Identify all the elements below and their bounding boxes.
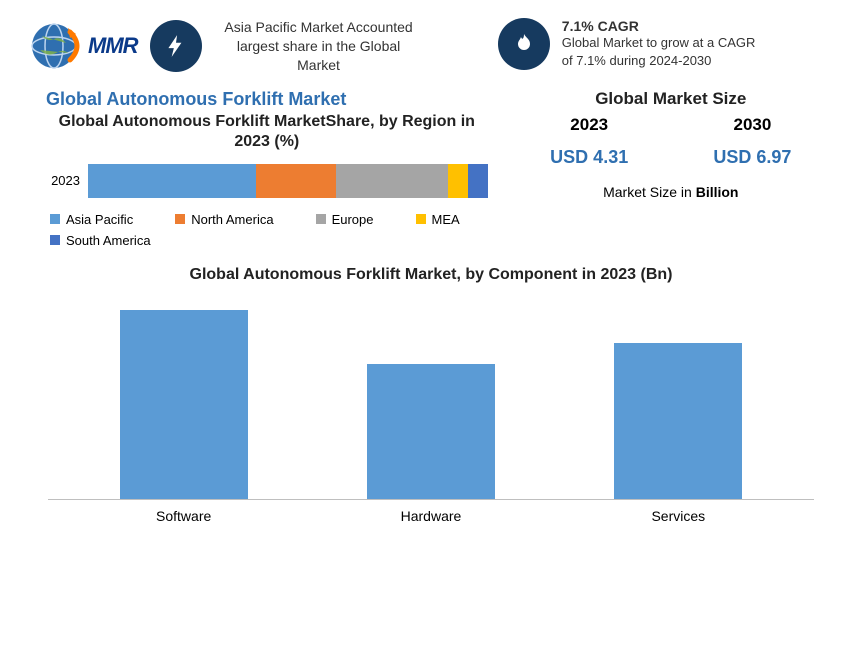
component-bar-labels: Software Hardware Services [48, 500, 814, 524]
component-chart-title: Global Autonomous Forklift Market, by Co… [48, 266, 814, 284]
header-row: MMR Asia Pacific Market Accounted larges… [0, 0, 862, 83]
stacked-seg-north-america [256, 164, 336, 198]
region-legend: Asia Pacific North America Europe MEA South … [50, 212, 488, 248]
legend-label: South America [66, 233, 151, 248]
market-size-caption-prefix: Market Size in [603, 184, 696, 200]
legend-label: Europe [332, 212, 374, 227]
legend-item-south-america: South America [50, 233, 151, 248]
component-bar-chart [48, 300, 814, 500]
bar-col-services [574, 343, 782, 499]
legend-item-north-america: North America [175, 212, 273, 227]
legend-swatch [50, 235, 60, 245]
region-chart-block: Global Autonomous Forklift Market Global… [46, 89, 488, 248]
market-size-caption: Market Size in Billion [508, 184, 834, 200]
component-chart-block: Global Autonomous Forklift Market, by Co… [0, 248, 862, 524]
legend-item-asia-pacific: Asia Pacific [50, 212, 133, 227]
stacked-seg-europe [336, 164, 448, 198]
bar-label-hardware: Hardware [327, 508, 535, 524]
market-size-year-b: 2030 [733, 115, 771, 135]
globe-icon [28, 18, 84, 74]
market-size-value-a: USD 4.31 [550, 147, 628, 168]
bar-label-services: Services [574, 508, 782, 524]
region-chart-super-title: Global Autonomous Forklift Market [46, 89, 488, 110]
legend-item-europe: Europe [316, 212, 374, 227]
flame-icon [498, 18, 550, 70]
bar-col-hardware [327, 364, 535, 498]
market-size-block: Global Market Size 2023 2030 USD 4.31 US… [508, 89, 834, 248]
bolt-icon [150, 20, 202, 72]
bar-hardware [367, 364, 495, 498]
bar-services [614, 343, 742, 499]
legend-item-mea: MEA [416, 212, 460, 227]
cagr-body: Global Market to grow at a CAGR of 7.1% … [562, 34, 762, 69]
market-size-caption-bold: Billion [696, 184, 739, 200]
mid-row: Global Autonomous Forklift Market Global… [0, 83, 862, 248]
legend-label: MEA [432, 212, 460, 227]
stacked-seg-asia-pacific [88, 164, 256, 198]
callout-asia-pacific: Asia Pacific Market Accounted largest sh… [150, 18, 486, 75]
region-chart-title: Global Autonomous Forklift MarketShare, … [46, 112, 488, 152]
brand-logo: MMR [28, 18, 138, 74]
stacked-bar-year: 2023 [46, 173, 80, 188]
market-size-value-b: USD 6.97 [713, 147, 791, 168]
market-size-year-a: 2023 [570, 115, 608, 135]
market-size-values: USD 4.31 USD 6.97 [508, 147, 834, 168]
callout-cagr: 7.1% CAGR Global Market to grow at a CAG… [498, 18, 834, 70]
stacked-bar [88, 164, 488, 198]
stacked-seg-south-america [468, 164, 488, 198]
callout-asia-text: Asia Pacific Market Accounted largest sh… [214, 18, 424, 75]
legend-swatch [50, 214, 60, 224]
bar-label-software: Software [80, 508, 288, 524]
legend-label: Asia Pacific [66, 212, 133, 227]
legend-swatch [416, 214, 426, 224]
bar-software [120, 310, 248, 499]
bar-col-software [80, 310, 288, 499]
brand-text: MMR [88, 33, 138, 59]
cagr-text-block: 7.1% CAGR Global Market to grow at a CAG… [562, 18, 762, 69]
market-size-title: Global Market Size [508, 89, 834, 109]
stacked-bar-row: 2023 [46, 164, 488, 198]
stacked-seg-mea [448, 164, 468, 198]
legend-label: North America [191, 212, 273, 227]
legend-swatch [316, 214, 326, 224]
legend-swatch [175, 214, 185, 224]
market-size-years: 2023 2030 [508, 115, 834, 135]
cagr-title: 7.1% CAGR [562, 18, 762, 34]
